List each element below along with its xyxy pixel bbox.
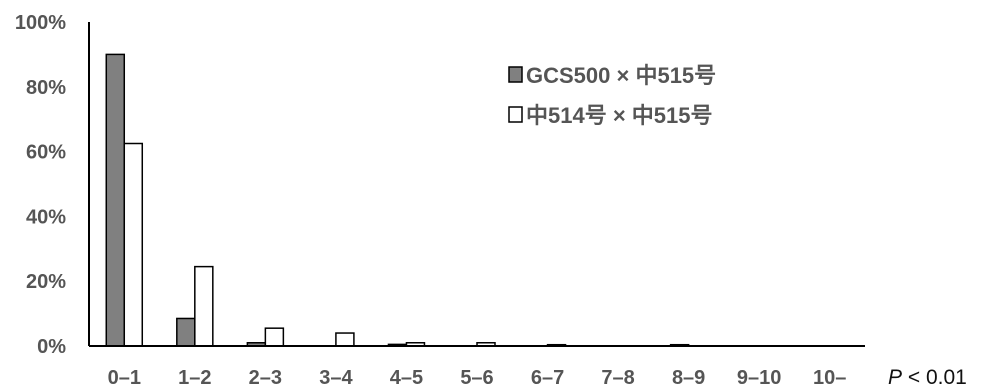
x-axis-labels: 0–1 1–2 2–3 3–4 4–5 5–6 6–7 7–8 8–9 9–10 10– <box>108 367 847 389</box>
y-tick-label: 100% <box>15 12 66 34</box>
x-tick-label: 5–6 <box>460 367 493 389</box>
y-tick-label: 40% <box>26 206 66 228</box>
x-tick-label: 10– <box>813 367 846 389</box>
bar-series-0 <box>176 317 196 347</box>
x-tick-label: 8–9 <box>672 367 705 389</box>
legend-label-gcs500: GCS500 × 中515号 <box>526 63 716 88</box>
bar-series-1 <box>123 142 144 347</box>
x-tick-label: 2–3 <box>249 367 282 389</box>
legend: GCS500 × 中515号 中514号 × 中515号 <box>508 63 716 128</box>
y-tick-label: 20% <box>26 271 66 293</box>
x-tick-label: 0–1 <box>108 367 141 389</box>
bar-series-0 <box>105 53 126 347</box>
p-value-rest: < 0.01 <box>902 366 967 389</box>
bars <box>105 53 690 347</box>
p-value-italic: P <box>888 366 902 389</box>
x-tick-label: 1–2 <box>178 367 211 389</box>
x-tick-label: 3–4 <box>319 367 353 389</box>
y-tick-label: 80% <box>26 77 66 99</box>
x-tick-label: 7–8 <box>601 367 634 389</box>
bar-series-1 <box>335 332 355 347</box>
bar-series-1 <box>264 327 285 347</box>
legend-swatch-chu514 <box>508 106 523 123</box>
legend-swatch-gcs500 <box>508 66 523 83</box>
p-value-annotation: P < 0.01 <box>888 366 967 389</box>
x-tick-label: 6–7 <box>531 367 564 389</box>
bar-series-1 <box>194 265 214 347</box>
y-tick-label: 60% <box>26 142 66 164</box>
y-axis-labels: 0% 20% 40% 60% 80% 100% <box>15 12 66 358</box>
y-tick-label: 0% <box>37 336 66 358</box>
x-tick-label: 9–10 <box>737 367 782 389</box>
legend-label-chu514: 中514号 × 中515号 <box>526 103 713 128</box>
x-tick-label: 4–5 <box>390 367 423 389</box>
